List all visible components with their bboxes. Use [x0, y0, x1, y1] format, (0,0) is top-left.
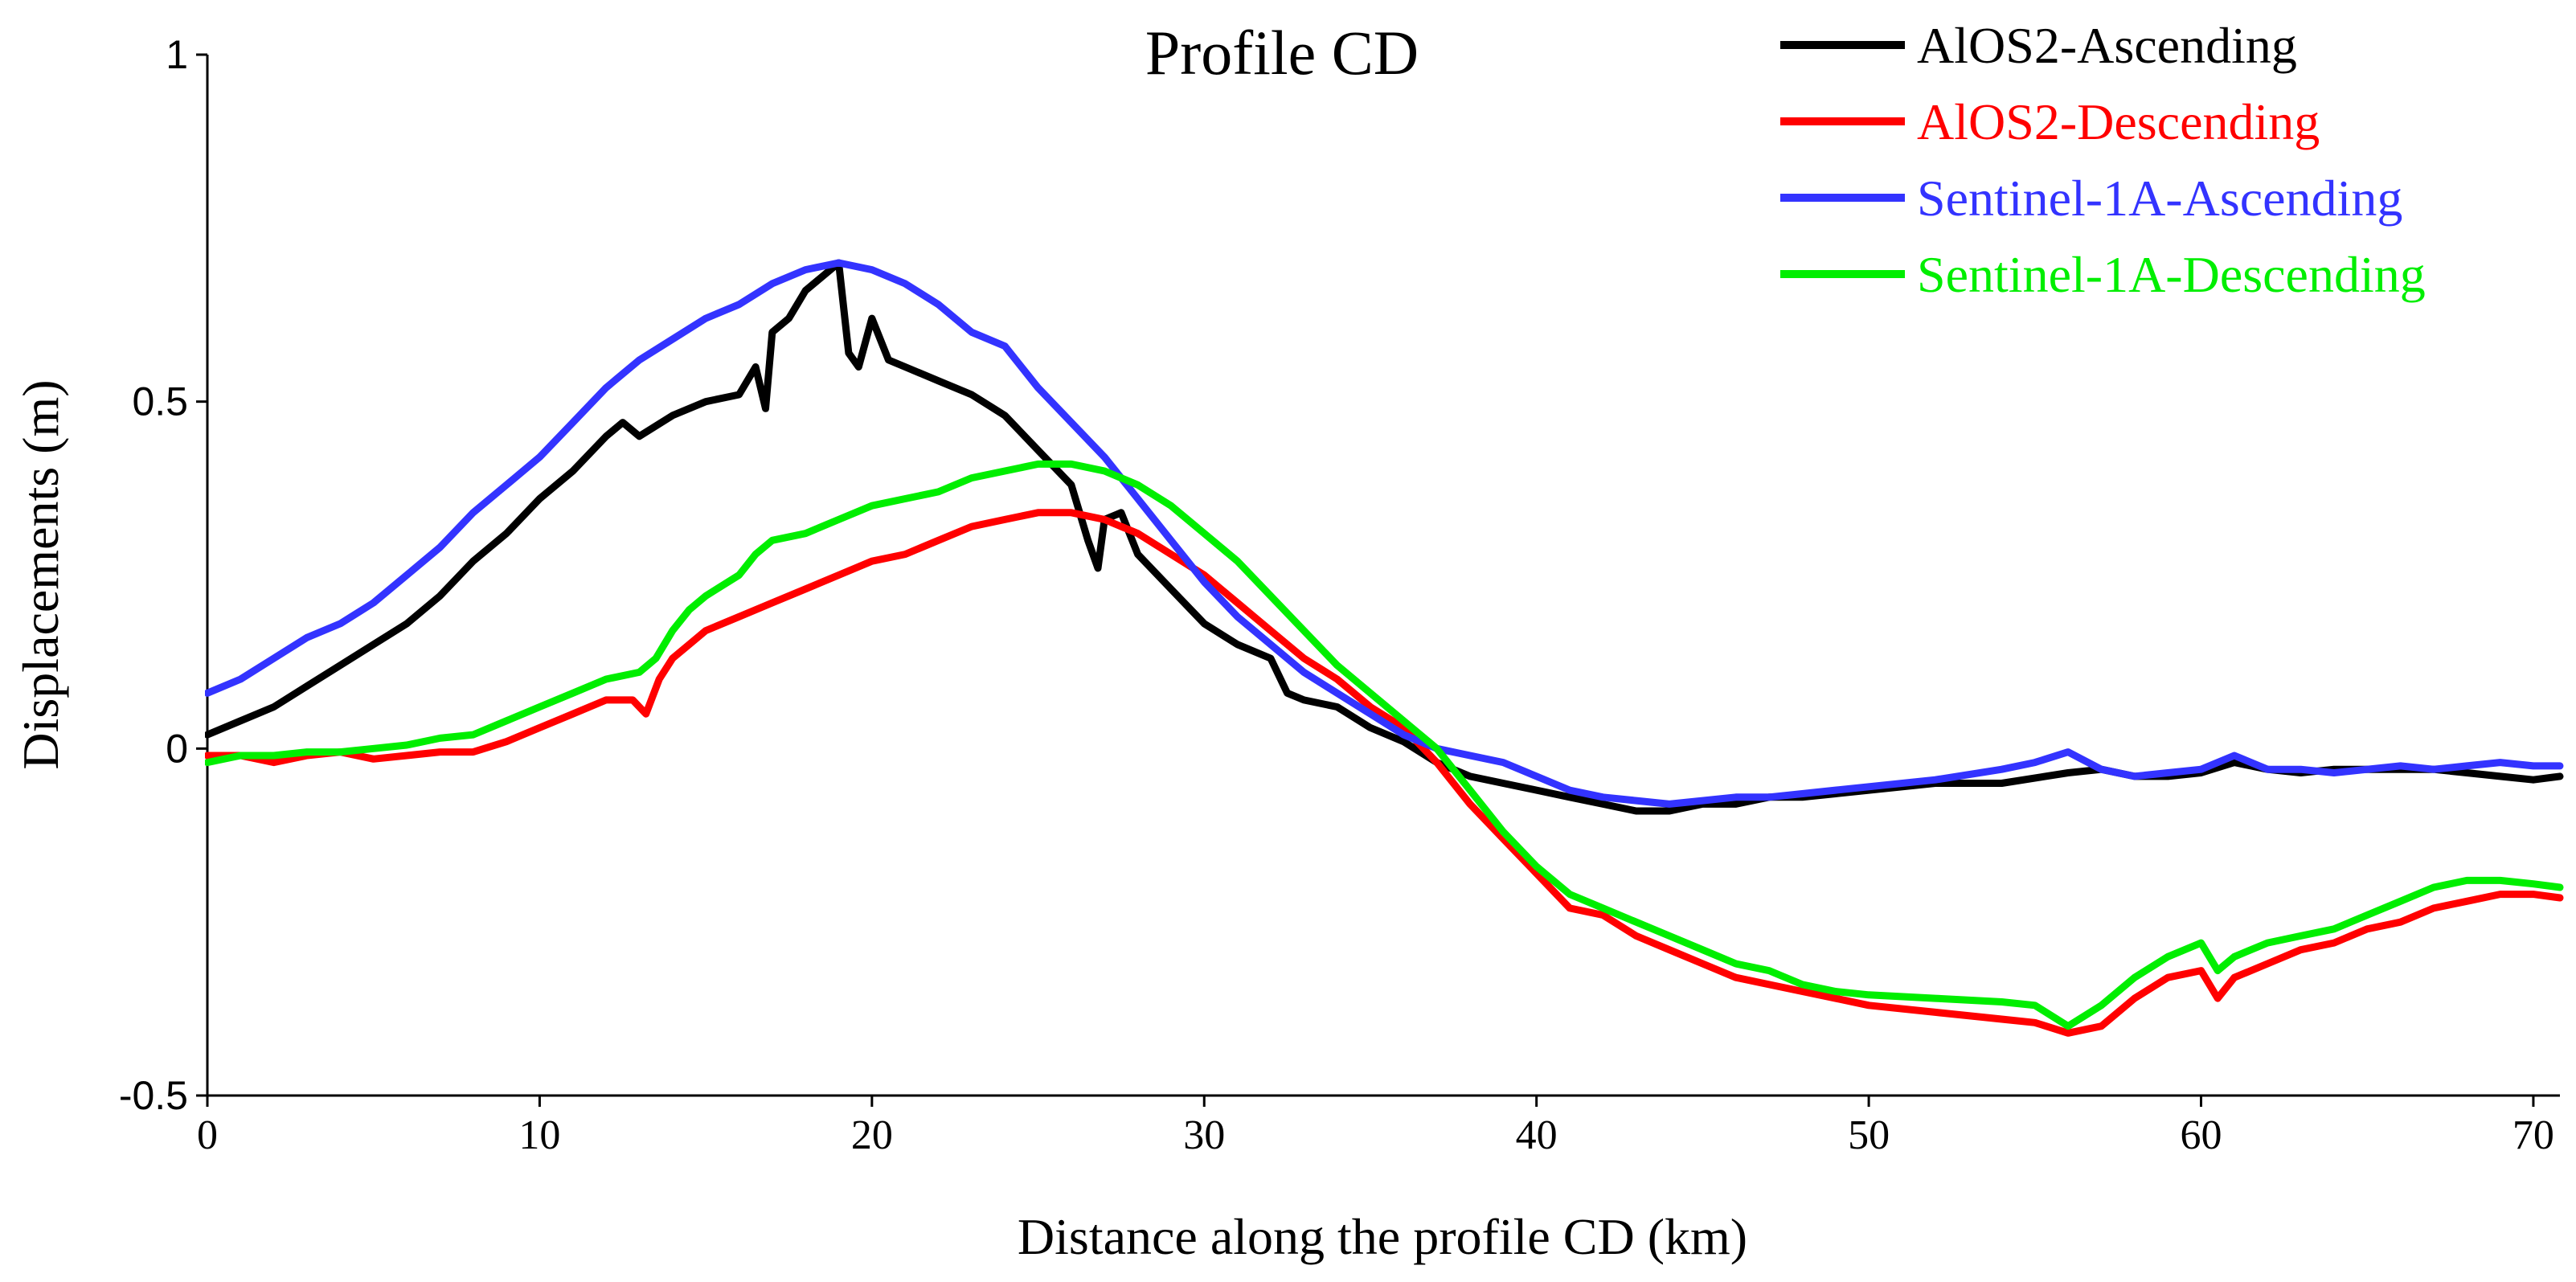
x-tick-label: 70 [2513, 1112, 2554, 1158]
x-ticks: 0 10 20 30 40 50 60 70 [197, 1096, 2554, 1158]
series-line-sentinel-1a-ascending [205, 259, 2564, 808]
legend-label: Sentinel-1A-Descending [1917, 246, 2426, 303]
legend-label: AlOS2-Descending [1917, 93, 2320, 150]
y-tick-label: 1 [166, 32, 188, 77]
x-tick-label: 20 [851, 1112, 893, 1158]
y-tick-label: 0 [166, 726, 188, 771]
legend-label: AlOS2-Ascending [1917, 17, 2297, 74]
series-line-alos2-ascending [205, 259, 2564, 815]
x-tick-label: 40 [1516, 1112, 1558, 1158]
y-tick-label: 0.5 [132, 379, 188, 424]
series-line-alos2-descending [205, 509, 2564, 1037]
y-axis-title: Displacements (m) [12, 379, 69, 769]
x-tick-label: 60 [2181, 1112, 2222, 1158]
y-tick-label: -0.5 [119, 1073, 188, 1118]
y-ticks: 1 0.5 0 -0.5 [119, 32, 207, 1118]
x-tick-label: 30 [1183, 1112, 1225, 1158]
series-line-sentinel-1a-descending [205, 460, 2564, 1030]
legend: AlOS2-Ascending AlOS2-Descending Sentinel-… [1780, 17, 2426, 303]
x-tick-label: 50 [1848, 1112, 1890, 1158]
x-tick-label: 10 [518, 1112, 560, 1158]
x-axis-title: Distance along the profile CD (km) [1018, 1208, 1747, 1265]
legend-label: Sentinel-1A-Ascending [1917, 170, 2402, 227]
chart-title: Profile CD [1145, 18, 1419, 88]
x-tick-label: 0 [197, 1112, 218, 1158]
series-lines [205, 259, 2564, 1037]
